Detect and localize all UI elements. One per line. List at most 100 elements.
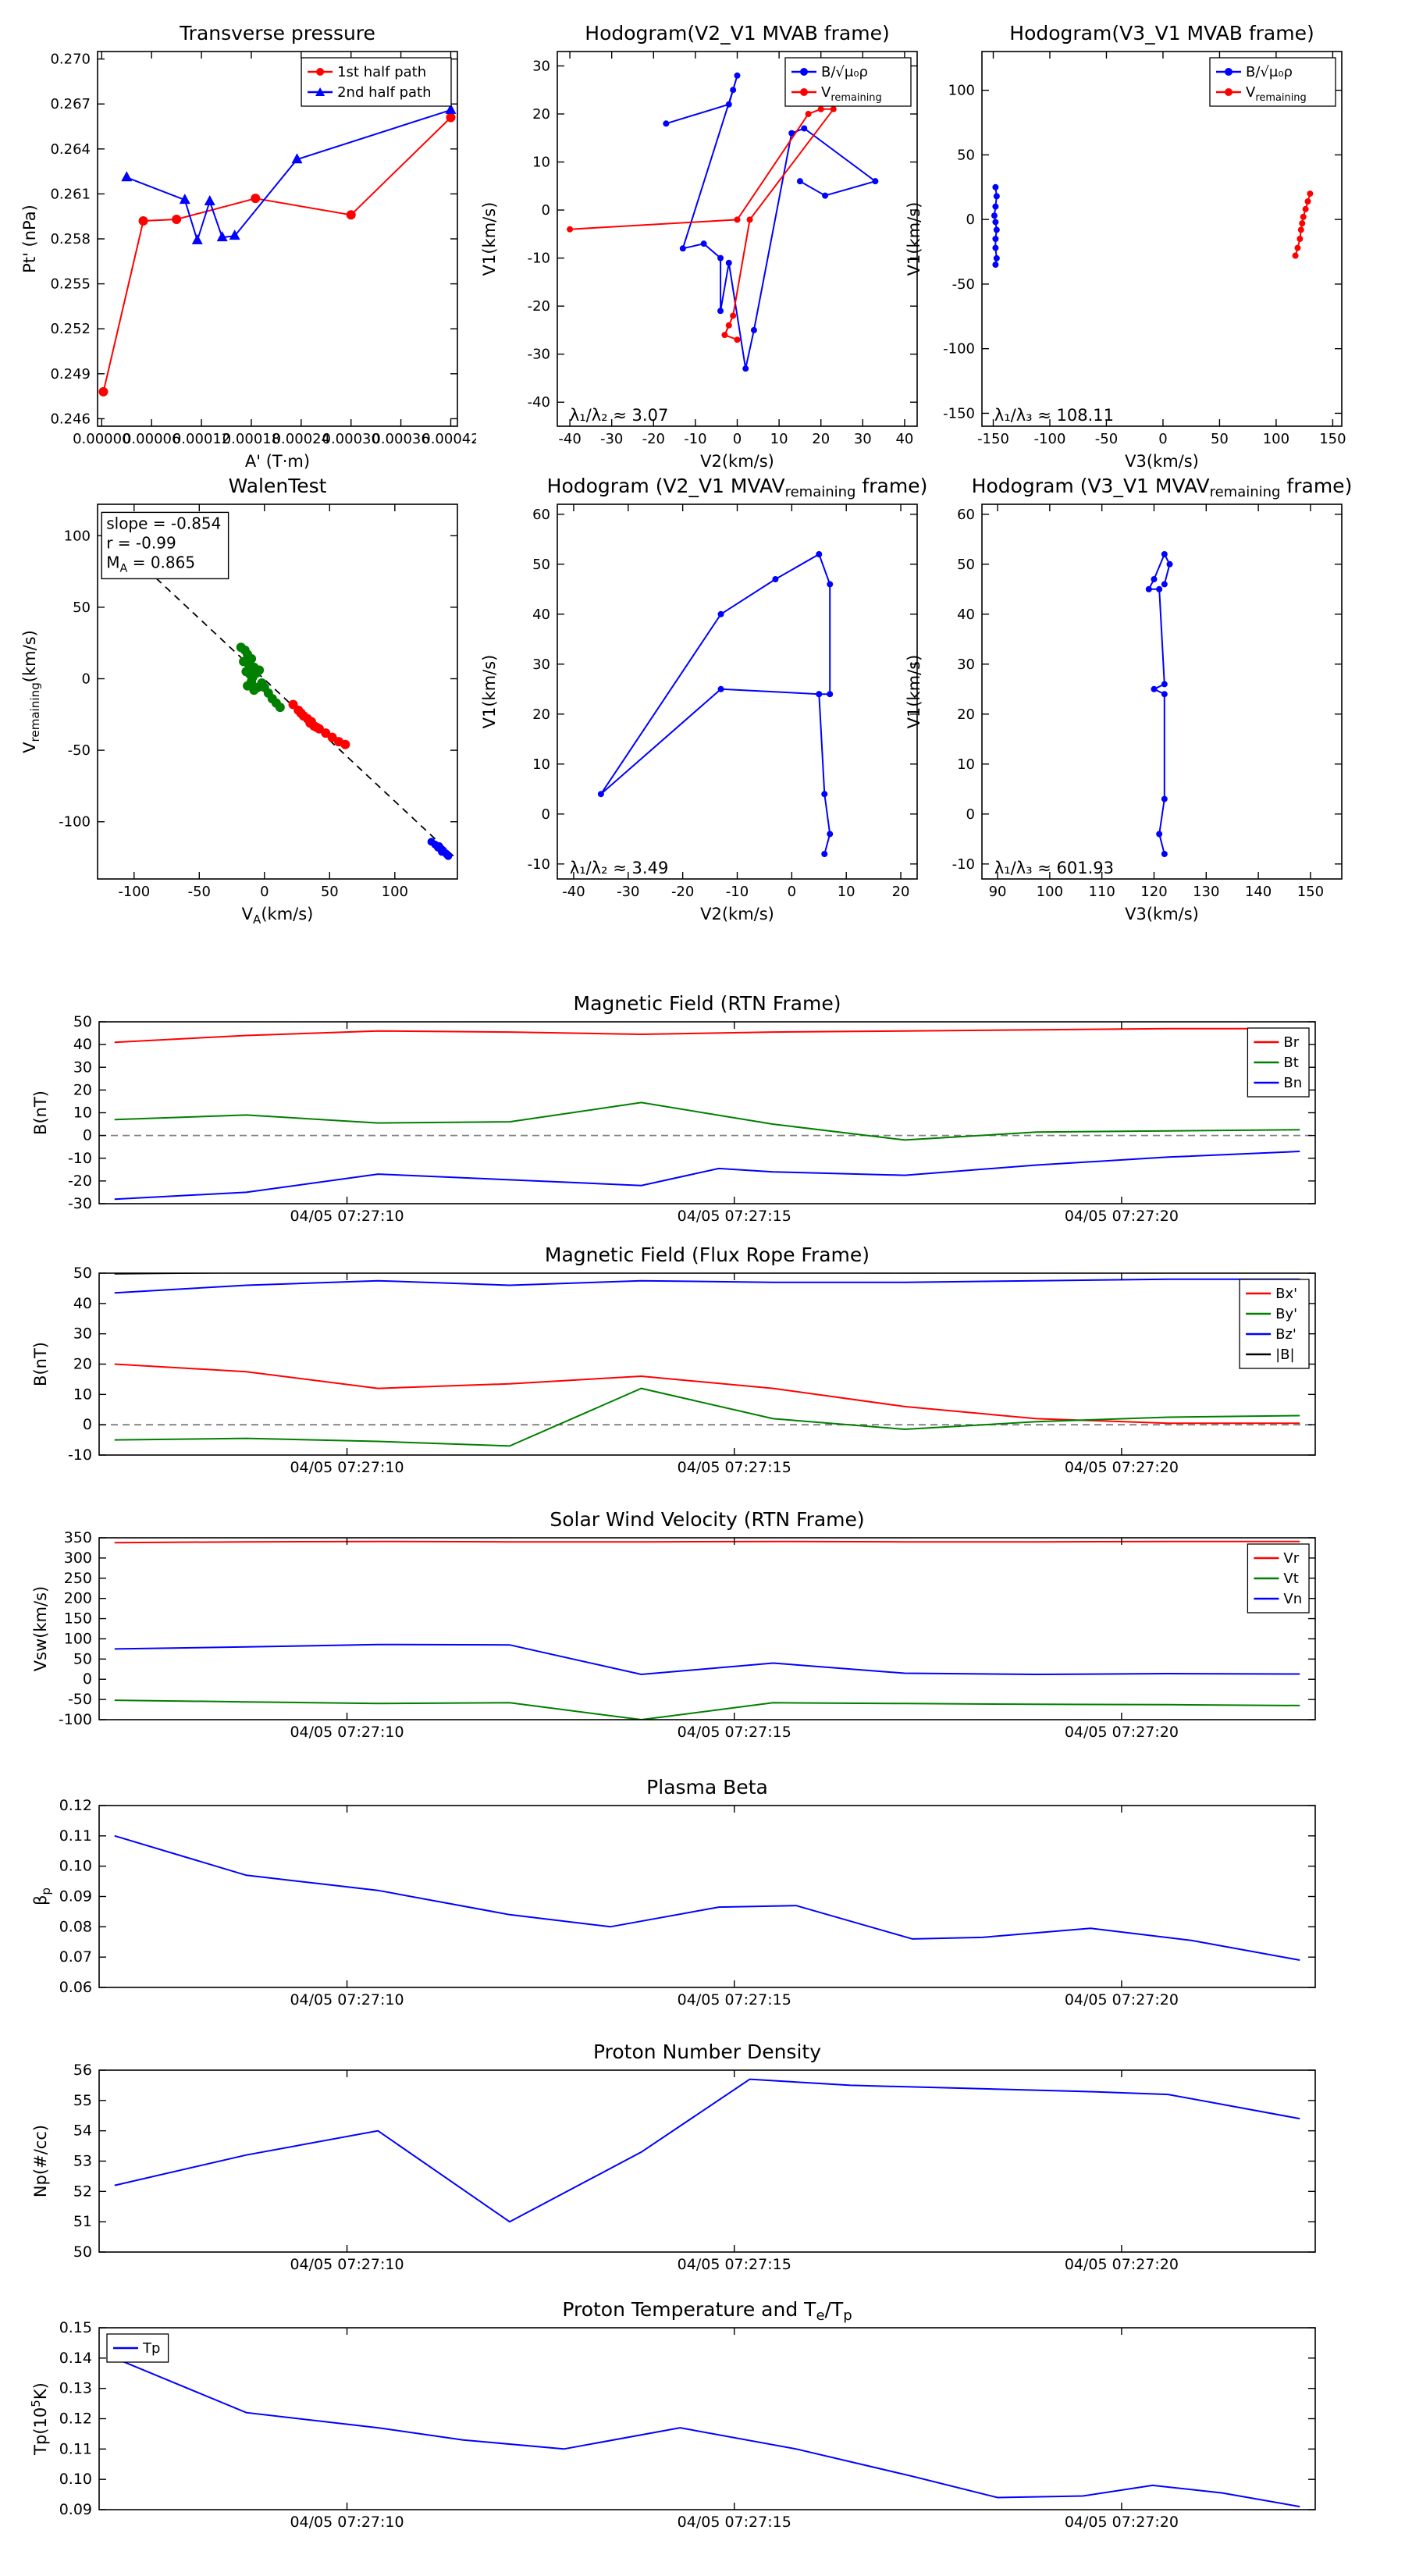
y-tick-label: -50 [68,1691,92,1708]
y-tick-label: 0.09 [59,1888,92,1905]
annotation-box [101,511,229,580]
x-axis-label: V3(km/s) [1125,905,1199,923]
y-tick-label: 10 [957,756,975,773]
panel-proton-number-density: 04/05 07:27:10 04/05 07:27:15 04/05 07:27:… [30,2033,1326,2282]
y-tick-label: 56 [73,2062,92,2079]
marker [725,322,732,329]
panel-transverse-pressure: 0.00000 0.00006 0.00012 0.00018 0.00024 0.000… [20,14,476,478]
x-tick-label: 04/05 07:27:15 [678,2256,791,2273]
y-tick-label: 0 [966,212,975,228]
legend-label: B/√μ₀ρ [821,64,868,80]
marker [1297,226,1304,233]
y-tick-label: 0.14 [59,2350,92,2367]
y-tick-label: -100 [943,341,975,358]
y-tick-label: 10 [73,1105,92,1122]
legend: B/√μ₀ρ Vremaining [1209,57,1336,107]
y-tick-label: 0.12 [59,2411,92,2428]
y-tick-label: 0.15 [59,2319,92,2336]
series-layer [98,103,457,397]
series-B-normalized [993,187,998,265]
y-tick-label: 40 [532,607,550,623]
marker [1304,198,1311,205]
y-tick-label: 30 [73,1325,92,1343]
annotation: λ₁/λ₂ ≈ 3.49 [570,859,668,877]
panel-solar-wind-velocity: 04/05 07:27:10 04/05 07:27:15 04/05 07:27:… [30,1500,1326,1750]
series-layer [1145,551,1173,857]
y-axis-label: Vremaining(km/s) [20,630,42,753]
y-tick-label: 54 [73,2122,92,2140]
legend-box [784,57,912,107]
series-Vt [114,1699,1300,1720]
legend: B/√μ₀ρ Vremaining [784,57,912,107]
y-tick-label: 20 [73,1356,92,1373]
annotation: r = -0.99 [106,533,176,552]
marker [679,245,686,252]
legend-marker [316,68,325,76]
x-axis-label: VA(km/s) [242,905,314,927]
series-Vr [114,1540,1300,1544]
annotation: slope = -0.854 [106,514,221,532]
marker [444,852,453,860]
marker [730,312,737,319]
x-tick-label: 110 [1088,884,1115,900]
axes-frame [981,503,1343,880]
panel-hodogram-v3v1-mvab: -150 -100 -50 0 50 100 150 -150 -100 -50 0 50 100 Hod… [904,14,1361,478]
axes-frame [98,1272,1316,1456]
series-Br [114,1027,1300,1044]
y-tick-label: 20 [73,1081,92,1098]
marker [830,105,837,112]
y-tick-label: -40 [528,394,550,411]
chart-hodogram-v2v1-mvab: -40 -30 -20 -10 0 10 20 30 40 -40 -30 -20 -10 0 10 20 30… [480,22,918,471]
legend: Bx' By' Bz' |B| [1239,1279,1310,1369]
y-tick-label: 55 [73,2092,92,2109]
x-axis-label: V2(km/s) [700,905,774,923]
series-walen-fit-line [101,526,454,857]
y-tick-label: 50 [73,600,91,616]
marker [827,691,834,698]
marker [247,653,257,664]
y-tick-label: 0.252 [50,321,91,337]
axes-frame [557,503,918,880]
legend: Vr Vt Vn [1247,1543,1310,1614]
y-tick-label: -20 [528,298,550,315]
x-tick-label: 20 [892,884,910,900]
x-tick-label: 04/05 07:27:15 [678,1991,791,2008]
legend-label: Vr [1283,1550,1299,1567]
series-Bt [114,1101,1300,1141]
x-tick-label: 0 [1158,431,1167,447]
chart-title: Proton Temperature and Te/Tp [562,2298,852,2324]
legend-label: Vt [1283,1571,1298,1587]
x-tick-label: -50 [188,884,211,900]
marker [138,215,148,226]
y-tick-label: 0.08 [59,1918,92,1935]
y-tick-label: 0.261 [50,186,91,202]
chart-title: Hodogram(V3_V1 MVAB frame) [1009,22,1314,44]
marker [275,703,285,713]
x-tick-label: -50 [1095,431,1118,447]
y-tick-label: 40 [957,607,975,623]
y-tick-label: 50 [532,557,550,573]
marker [340,739,350,749]
marker [827,831,834,838]
y-tick-label: -10 [528,251,550,267]
series-layer [567,72,879,372]
legend-label: 1st half path [337,64,426,80]
y-tick-label: 0.06 [59,1979,92,1996]
y-tick-label: 100 [64,1630,92,1647]
annotation: λ₁/λ₂ ≈ 3.07 [570,406,668,425]
x-tick-label: 0.00000 [73,431,130,447]
legend-label: Br [1283,1034,1299,1051]
y-tick-label: 100 [64,528,91,544]
x-tick-label: 0.00030 [322,431,380,447]
y-tick-label: 0.10 [59,1858,92,1875]
legend-label: Vremaining [821,84,882,104]
chart-plasma-beta: 04/05 07:27:10 04/05 07:27:15 04/05 07:27:… [31,1776,1316,2008]
y-tick-label: 60 [532,507,550,523]
marker [721,332,728,339]
marker [746,216,753,223]
marker [446,112,456,123]
series-layer [101,526,454,860]
legend-label: By' [1275,1306,1297,1322]
marker [179,194,190,205]
